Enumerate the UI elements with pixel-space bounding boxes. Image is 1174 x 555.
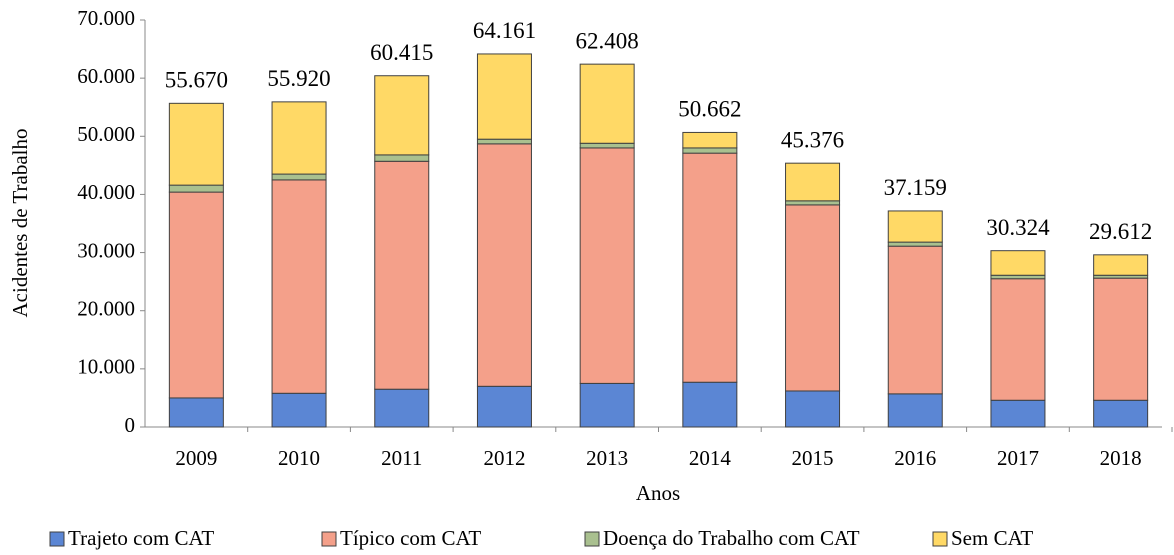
- bar-segment: [476, 385, 532, 428]
- x-tick-label: 2017: [997, 446, 1039, 470]
- bar-segment: [374, 75, 430, 156]
- legend-label: Trajeto com CAT: [68, 526, 214, 550]
- bar-segment: [579, 142, 635, 149]
- legend-swatch: [932, 531, 948, 547]
- bar-segment: [990, 399, 1046, 428]
- legend-label: Sem CAT: [951, 526, 1033, 550]
- bar-segment: [374, 160, 430, 390]
- bar-segment: [887, 210, 943, 243]
- bar-segment: [785, 162, 841, 202]
- x-tick-label: 2016: [894, 446, 936, 470]
- total-label: 45.376: [781, 127, 844, 152]
- bar-segment: [579, 382, 635, 428]
- bar-segment: [168, 102, 224, 186]
- bar-segment: [374, 388, 430, 428]
- legend-label: Doença do Trabalho com CAT: [603, 526, 860, 550]
- bar-segment: [887, 241, 943, 247]
- x-tick-label: 2014: [689, 446, 732, 470]
- y-tick-label: 30.000: [77, 238, 135, 262]
- bar-segment: [682, 131, 738, 149]
- y-tick-label: 0: [125, 413, 136, 437]
- bar-segment: [785, 200, 841, 206]
- total-label: 50.662: [678, 97, 741, 122]
- bar-segment: [271, 173, 327, 181]
- total-label: 29.612: [1089, 219, 1152, 244]
- y-tick-label: 10.000: [77, 355, 135, 379]
- bar-segment: [374, 154, 430, 162]
- bar-segment: [785, 204, 841, 392]
- y-tick-label: 40.000: [77, 180, 135, 204]
- bar-segment: [785, 390, 841, 428]
- x-tick-label: 2010: [278, 446, 320, 470]
- bar-segment: [476, 53, 532, 140]
- bar-segment: [1093, 399, 1149, 428]
- bar-segment: [476, 143, 532, 387]
- bar-segment: [168, 184, 224, 193]
- bar-segment: [682, 147, 738, 154]
- bar-segment: [271, 179, 327, 394]
- total-label: 60.415: [370, 40, 433, 65]
- bar-segment: [168, 191, 224, 399]
- x-tick-label: 2015: [792, 446, 834, 470]
- total-label: 55.920: [267, 66, 330, 91]
- x-tick-label: 2012: [483, 446, 525, 470]
- bar-segment: [682, 381, 738, 428]
- x-tick-label: 2009: [175, 446, 217, 470]
- total-label: 62.408: [576, 28, 639, 53]
- bar-segment: [1093, 277, 1149, 401]
- bar-segment: [476, 138, 532, 145]
- y-axis-title: Acidentes de Trabalho: [8, 129, 32, 318]
- bar-segment: [168, 397, 224, 428]
- total-label: 64.161: [473, 18, 536, 43]
- bar-segment: [271, 101, 327, 175]
- bar-segment: [271, 392, 327, 428]
- bar-segment: [682, 152, 738, 383]
- total-label: 55.670: [165, 68, 228, 93]
- y-tick-label: 70.000: [77, 6, 135, 30]
- x-tick-label: 2018: [1100, 446, 1142, 470]
- bar-segment: [990, 250, 1046, 276]
- total-label: 37.159: [884, 175, 947, 200]
- bar-segment: [579, 147, 635, 384]
- legend-swatch: [321, 531, 337, 547]
- bar-segment: [887, 393, 943, 428]
- x-axis-title: Anos: [636, 481, 680, 505]
- x-tick-label: 2011: [381, 446, 422, 470]
- legend-swatch: [49, 531, 65, 547]
- legend-swatch: [584, 531, 600, 547]
- bar-segment: [990, 278, 1046, 401]
- y-tick-label: 20.000: [77, 297, 135, 321]
- bar-segment: [1093, 254, 1149, 276]
- y-tick-label: 60.000: [77, 64, 135, 88]
- y-tick-label: 50.000: [77, 122, 135, 146]
- total-label: 30.324: [986, 215, 1050, 240]
- legend-label: Típico com CAT: [340, 526, 481, 550]
- bar-segment: [887, 245, 943, 395]
- x-tick-label: 2013: [586, 446, 628, 470]
- bar-segment: [990, 274, 1046, 280]
- bar-segment: [579, 63, 635, 144]
